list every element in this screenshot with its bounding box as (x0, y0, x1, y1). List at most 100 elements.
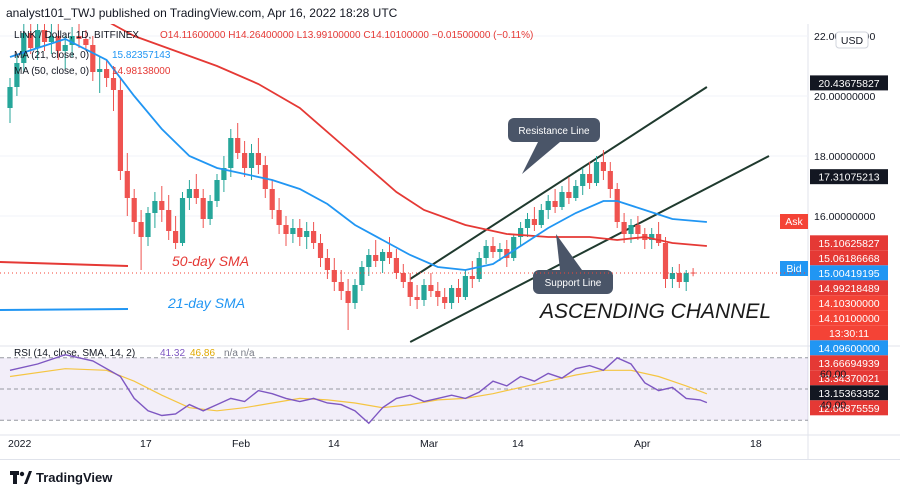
price-chart[interactable]: Resistance Line Support Line ASCENDING CHA… (0, 24, 900, 459)
ma50-line[interactable] (107, 24, 707, 247)
candle[interactable] (173, 216, 179, 249)
time-axis[interactable]: 2022 17 Feb 14 Mar 14 Apr 18 (8, 438, 762, 450)
candle[interactable] (566, 177, 572, 204)
candle[interactable] (538, 204, 544, 228)
candle[interactable] (97, 57, 103, 93)
candle[interactable] (656, 222, 662, 246)
candle[interactable] (621, 213, 627, 243)
candle[interactable] (490, 237, 496, 258)
candle[interactable] (393, 249, 399, 279)
price-pane[interactable] (0, 24, 808, 342)
channel-upper-line[interactable] (409, 86, 708, 280)
candle[interactable] (669, 267, 675, 288)
candle[interactable] (83, 30, 89, 51)
candle[interactable] (683, 270, 689, 291)
candle[interactable] (428, 273, 434, 297)
candle[interactable] (511, 234, 517, 261)
candle[interactable] (131, 189, 137, 234)
candle[interactable] (435, 282, 441, 306)
candle[interactable] (386, 237, 393, 264)
candle[interactable] (200, 189, 206, 228)
candle[interactable] (21, 24, 27, 72)
rsi-legend-label[interactable]: RSI (14, close, SMA, 14, 2) (14, 348, 135, 359)
candle[interactable] (159, 186, 165, 222)
candle[interactable] (449, 285, 455, 309)
candle[interactable] (276, 198, 282, 234)
candle[interactable] (600, 150, 606, 180)
candle[interactable] (290, 219, 296, 243)
candle[interactable] (228, 129, 234, 177)
candle[interactable] (338, 270, 344, 300)
candle[interactable] (14, 54, 20, 96)
candle[interactable] (359, 261, 365, 291)
candle[interactable] (35, 24, 41, 60)
candle[interactable] (421, 279, 427, 306)
candle[interactable] (262, 156, 268, 198)
candle[interactable] (242, 141, 248, 177)
candle[interactable] (380, 249, 386, 273)
candle[interactable] (28, 24, 34, 54)
candle[interactable] (400, 264, 406, 288)
candle[interactable] (104, 60, 110, 87)
candle[interactable] (552, 189, 558, 213)
ask-chip[interactable] (780, 214, 808, 229)
footer-brand[interactable]: TradingView (36, 470, 113, 485)
candle[interactable] (331, 258, 337, 291)
candle[interactable] (255, 138, 261, 174)
candle[interactable] (117, 78, 123, 180)
rsi-panel[interactable]: RSI (14, close, SMA, 14, 2) 41.32 46.86 n/a… (0, 348, 846, 421)
legend-ma50-label[interactable]: MA (50, close, 0) (14, 66, 89, 77)
ma21-line[interactable] (9, 38, 707, 271)
candle[interactable] (214, 174, 220, 207)
candle[interactable] (76, 24, 82, 48)
candle[interactable] (207, 195, 213, 225)
candle[interactable] (455, 279, 462, 303)
candle[interactable] (7, 78, 13, 123)
legend-symbol[interactable]: LINK / Dollar, 1D, BITFINEX (14, 30, 139, 41)
channel-lower-line[interactable] (409, 155, 770, 343)
resistance-callout[interactable]: Resistance Line (508, 118, 600, 174)
candle[interactable] (573, 180, 579, 201)
candle[interactable] (62, 36, 68, 69)
candle[interactable] (524, 213, 531, 237)
candle[interactable] (614, 183, 620, 228)
candle[interactable] (90, 36, 96, 81)
candle[interactable] (518, 222, 524, 246)
candle[interactable] (221, 156, 227, 192)
candle[interactable] (193, 174, 199, 204)
candle[interactable] (559, 186, 565, 210)
candle[interactable] (373, 240, 379, 267)
candle[interactable] (166, 195, 172, 240)
candle[interactable] (414, 285, 420, 309)
price-axis[interactable]: 22.0000000020.0000000018.0000000016.0000… (780, 31, 888, 416)
candle[interactable] (138, 210, 144, 270)
candle[interactable] (462, 270, 468, 300)
chart-legend[interactable]: LINK / Dollar, 1D, BITFINEX O14.11600000 … (14, 30, 533, 77)
candle[interactable] (124, 153, 130, 216)
candle[interactable] (531, 207, 537, 231)
candle[interactable] (690, 268, 696, 277)
candle[interactable] (442, 288, 448, 309)
candle[interactable] (283, 216, 289, 246)
candle[interactable] (676, 264, 682, 288)
candle[interactable] (110, 66, 117, 111)
candle[interactable] (345, 279, 351, 330)
candle[interactable] (324, 249, 330, 279)
candle[interactable] (407, 273, 413, 306)
candle[interactable] (662, 237, 669, 288)
candle[interactable] (469, 261, 475, 288)
candle[interactable] (352, 279, 358, 309)
bid-chip[interactable] (780, 261, 808, 276)
candle[interactable] (235, 123, 241, 159)
rsi-line[interactable] (9, 353, 708, 425)
support-callout[interactable]: Support Line (533, 234, 613, 294)
candle[interactable] (317, 234, 324, 267)
candle[interactable] (580, 168, 586, 195)
candle[interactable] (635, 216, 641, 240)
candle[interactable] (152, 192, 158, 228)
candle[interactable] (504, 240, 510, 267)
candle[interactable] (48, 24, 54, 54)
candle[interactable] (366, 249, 372, 276)
candle[interactable] (607, 162, 613, 198)
candle[interactable] (269, 180, 275, 219)
